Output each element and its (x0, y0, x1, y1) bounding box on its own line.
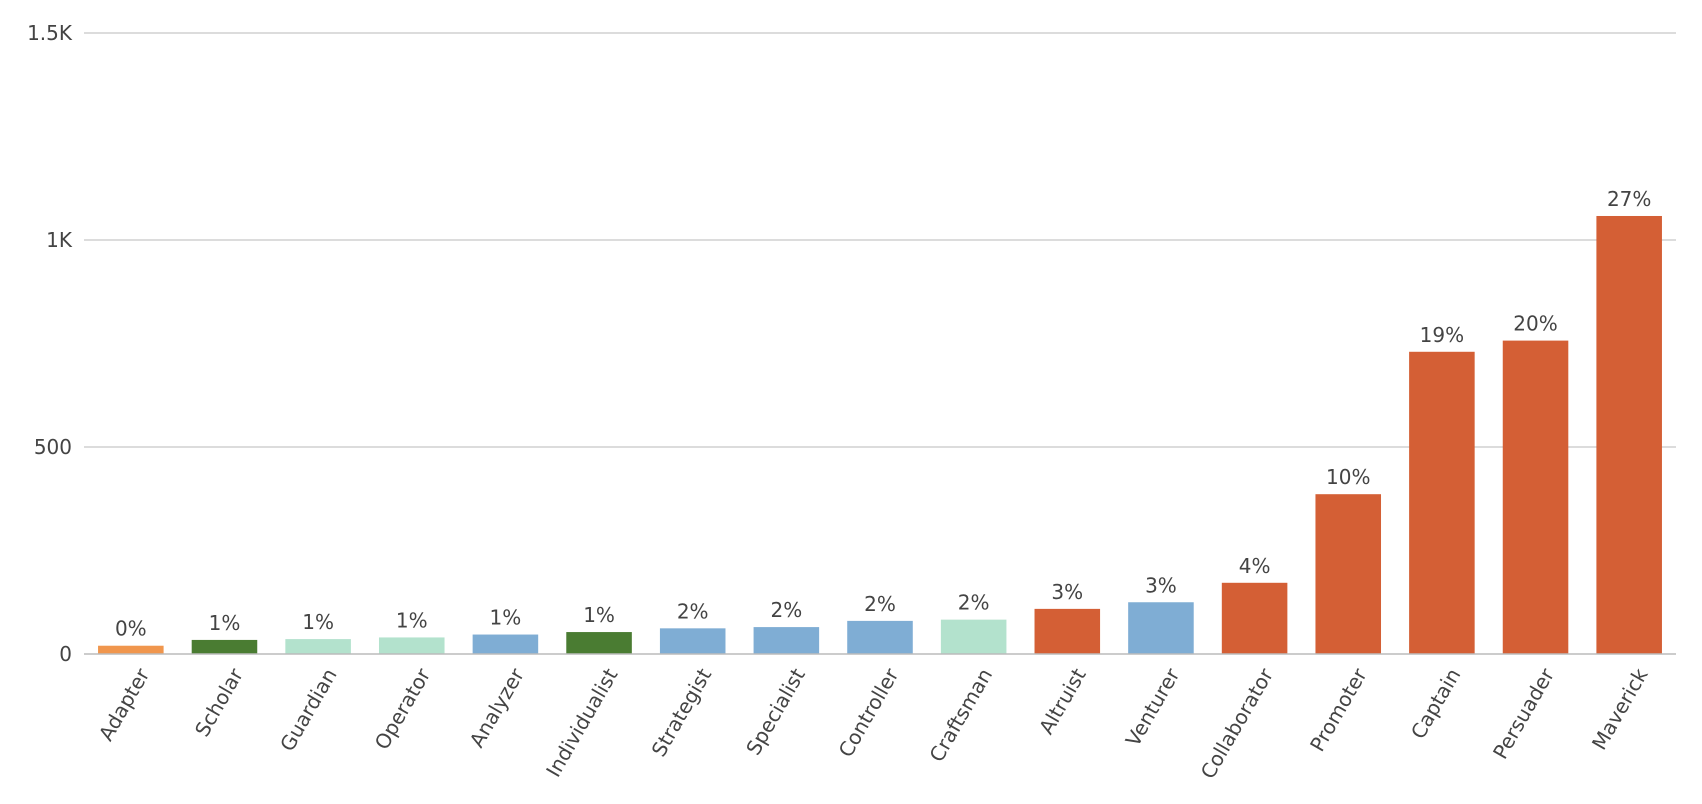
category-label: Specialist (741, 664, 810, 759)
data-label: 0% (115, 617, 147, 641)
data-labels: 0% 1% 1% 1% 1% 1% 2% 2% 2% 2% 3% 3% 4% 10% 19% 20% 27% (115, 187, 1651, 641)
y-tick-label: 0 (59, 642, 72, 666)
data-label: 3% (1145, 573, 1177, 597)
bar-analyzer[interactable] (472, 634, 539, 654)
category-label: Operator (370, 663, 436, 753)
category-label: Persuader (1488, 663, 1559, 763)
y-tick-label: 500 (34, 435, 72, 459)
data-label: 2% (677, 599, 709, 623)
category-label: Strategist (647, 664, 717, 761)
bar-maverick[interactable] (1596, 215, 1662, 654)
y-tick-label: 1K (46, 228, 73, 252)
bars (98, 215, 1662, 654)
category-label: Maverick (1587, 664, 1653, 754)
category-label: Altruist (1034, 664, 1091, 738)
data-label: 27% (1607, 187, 1651, 211)
data-label: 20% (1513, 312, 1557, 336)
category-label: Individualist (541, 664, 622, 781)
category-label: Venturer (1121, 663, 1185, 750)
bar-captain[interactable] (1409, 351, 1475, 654)
data-label: 19% (1420, 323, 1464, 347)
data-label: 2% (770, 598, 802, 622)
bar-altruist[interactable] (1034, 608, 1101, 654)
bar-strategist[interactable] (659, 628, 726, 654)
data-label: 1% (302, 610, 334, 634)
bar-venturer[interactable] (1128, 602, 1194, 654)
data-label: 1% (209, 611, 241, 635)
bar-scholar[interactable] (191, 639, 258, 654)
bar-craftsman[interactable] (940, 619, 1007, 654)
bar-collaborator[interactable] (1221, 582, 1288, 654)
category-label: Analyzer (465, 663, 530, 751)
bar-promoter[interactable] (1315, 494, 1382, 654)
bar-individualist[interactable] (566, 632, 632, 654)
data-label: 1% (490, 606, 522, 630)
bar-specialist[interactable] (753, 627, 820, 654)
y-tick-label: 1.5K (27, 21, 73, 45)
category-label: Craftsman (924, 664, 997, 766)
data-label: 10% (1326, 465, 1370, 489)
category-labels: Adapter Scholar Guardian Operator Analyzer In… (94, 663, 1653, 782)
data-label: 2% (958, 591, 990, 615)
data-label: 2% (864, 592, 896, 616)
bar-guardian[interactable] (285, 639, 351, 654)
data-label: 1% (583, 603, 615, 627)
bar-controller[interactable] (847, 620, 913, 654)
bar-adapter[interactable] (98, 645, 164, 654)
category-label: Collaborator (1196, 663, 1279, 782)
bar-persuader[interactable] (1502, 340, 1569, 654)
data-label: 3% (1051, 580, 1083, 604)
category-label: Captain (1406, 664, 1465, 743)
bar-operator[interactable] (378, 637, 445, 654)
data-label: 1% (396, 608, 428, 632)
category-label: Controller (834, 663, 904, 761)
category-label: Scholar (190, 663, 248, 740)
category-label: Promoter (1305, 663, 1372, 755)
category-label: Guardian (275, 664, 342, 755)
y-axis-ticks: 0 500 1K 1.5K (27, 21, 73, 666)
data-label: 4% (1239, 554, 1271, 578)
category-label: Adapter (94, 663, 155, 744)
